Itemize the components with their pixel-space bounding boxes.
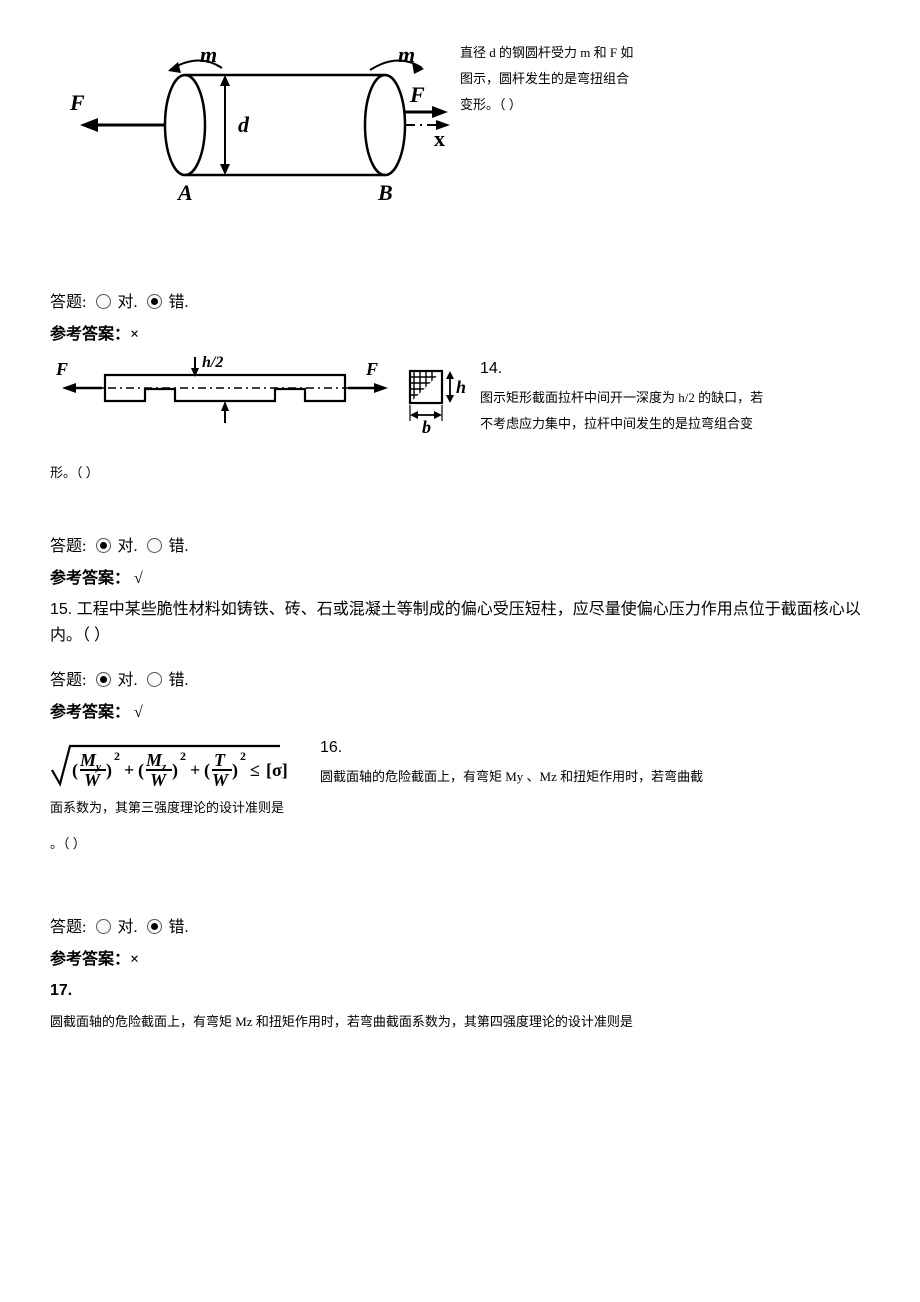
svg-text:W: W: [84, 770, 102, 790]
q14-answer-label: 答题:: [50, 538, 86, 555]
q15-num: 15.: [50, 601, 77, 618]
q16-num: 16.: [320, 739, 342, 756]
q16-answer-line: 答题: 对. 错.: [50, 915, 870, 941]
q16-side: 16. 圆截面轴的危险截面上，有弯矩 My 、Mz 和扭矩作用时，若弯曲截: [310, 732, 870, 794]
svg-text:2: 2: [240, 749, 246, 763]
q13-ref: 参考答案：×: [50, 322, 870, 348]
q15-ref: 参考答案： √: [50, 700, 870, 726]
q13-line3: 变形。（ ）: [460, 92, 870, 118]
q16-opt-false: 错.: [168, 919, 188, 936]
q14-h2: h/2: [202, 354, 223, 371]
svg-text:[σ]: [σ]: [266, 760, 288, 780]
q14-radio-false[interactable]: [147, 538, 162, 553]
q14-opt-true: 对.: [117, 538, 137, 555]
q17-num: 17.: [50, 978, 870, 1004]
q16-radio-true[interactable]: [96, 919, 111, 934]
svg-text:): ): [172, 760, 178, 781]
q16-radio-false[interactable]: [147, 919, 162, 934]
q16-ref: 参考答案：×: [50, 947, 870, 973]
svg-text:(: (: [204, 760, 210, 781]
q13-radio-true[interactable]: [96, 294, 111, 309]
q14-figure: F F h/2 h b: [50, 353, 470, 453]
q16-t3: 。（ ）: [50, 834, 870, 855]
svg-text:(: (: [72, 760, 78, 781]
q17-text: 圆截面轴的危险截面上，有弯矩 Mz 和扭矩作用时，若弯曲截面系数为，其第四强度理…: [50, 1012, 870, 1033]
q13-opt-true: 对.: [117, 294, 137, 311]
q14-F-left: F: [55, 359, 68, 379]
svg-text:M: M: [79, 750, 97, 770]
q13-line1: 直径 d 的钢圆杆受力 m 和 F 如: [460, 40, 870, 66]
q16-t2: 面系数为，其第三强度理论的设计准则是: [50, 798, 870, 819]
svg-text:2: 2: [114, 749, 120, 763]
q15-radio-false[interactable]: [147, 672, 162, 687]
q14-side: 14. 图示矩形截面拉杆中间开一深度为 h/2 的缺口，若 不考虑应力集中，拉杆…: [470, 353, 870, 437]
q13-row: m m F F d x A B 直径 d 的钢圆杆受力 m 和 F 如 图示，圆…: [50, 40, 870, 210]
q15-radio-true[interactable]: [96, 672, 111, 687]
q15-opt-false: 错.: [168, 672, 188, 689]
q14-h: h: [456, 377, 466, 397]
svg-text:(: (: [138, 760, 144, 781]
q13-answer-label: 答题:: [50, 294, 86, 311]
q13-opt-false: 错.: [168, 294, 188, 311]
svg-text:+: +: [190, 760, 200, 780]
q14-radio-true[interactable]: [96, 538, 111, 553]
q14-b: b: [422, 417, 431, 437]
q13-m-left: m: [200, 42, 217, 67]
q16-opt-true: 对.: [117, 919, 137, 936]
q13-answer-line: 答题: 对. 错.: [50, 290, 870, 316]
svg-text:): ): [232, 760, 238, 781]
q13-F-right: F: [409, 82, 425, 107]
q14-answer-line: 答题: 对. 错.: [50, 534, 870, 560]
q15-opt-true: 对.: [117, 672, 137, 689]
q13-side-text: 直径 d 的钢圆杆受力 m 和 F 如 图示，圆杆发生的是弯扭组合 变形。（ ）: [450, 40, 870, 118]
q14-t3: 形。（ ）: [50, 463, 870, 484]
q14-t1: 图示矩形截面拉杆中间开一深度为 h/2 的缺口，若: [480, 390, 763, 405]
svg-text:+: +: [124, 760, 134, 780]
q15-answer-label: 答题:: [50, 672, 86, 689]
svg-text:≤: ≤: [250, 760, 260, 780]
q15-text: 工程中某些脆性材料如铸铁、砖、石或混凝土等制成的偏心受压短柱，应尽量使偏心压力作…: [50, 601, 861, 644]
q13-line2: 图示，圆杆发生的是弯扭组合: [460, 66, 870, 92]
q14-ref: 参考答案： √: [50, 566, 870, 592]
q13-m-right: m: [398, 42, 415, 67]
q16-formula: ( M y W ) 2 + ( M z W ) 2 + ( T: [50, 734, 310, 794]
q13-x: x: [434, 126, 445, 151]
q14-row: F F h/2 h b 14. 图示矩形截面拉杆中间开一深度为 h/2 的缺口，…: [50, 353, 870, 453]
svg-text:W: W: [150, 770, 168, 790]
svg-text:W: W: [212, 770, 230, 790]
q16-t1: 圆截面轴的危险截面上，有弯矩 My 、Mz 和扭矩作用时，若弯曲截: [320, 769, 703, 784]
svg-text:M: M: [145, 750, 163, 770]
svg-text:): ): [106, 760, 112, 781]
q14-F-right: F: [365, 359, 378, 379]
q14-num: 14.: [480, 360, 502, 377]
svg-text:2: 2: [180, 749, 186, 763]
q13-figure: m m F F d x A B: [50, 40, 450, 210]
q13-B: B: [377, 180, 393, 205]
q14-t2: 不考虑应力集中，拉杆中间发生的是拉弯组合变: [480, 416, 753, 431]
q16-row: ( M y W ) 2 + ( M z W ) 2 + ( T: [50, 732, 870, 794]
q13-A: A: [176, 180, 193, 205]
svg-text:T: T: [214, 750, 226, 770]
q13-radio-false[interactable]: [147, 294, 162, 309]
q13-F-left: F: [69, 90, 85, 115]
q15-answer-line: 答题: 对. 错.: [50, 668, 870, 694]
q15-block: 15. 工程中某些脆性材料如铸铁、砖、石或混凝土等制成的偏心受压短柱，应尽量使偏…: [50, 597, 870, 648]
q14-opt-false: 错.: [168, 538, 188, 555]
q13-d: d: [238, 112, 250, 137]
q16-answer-label: 答题:: [50, 919, 86, 936]
